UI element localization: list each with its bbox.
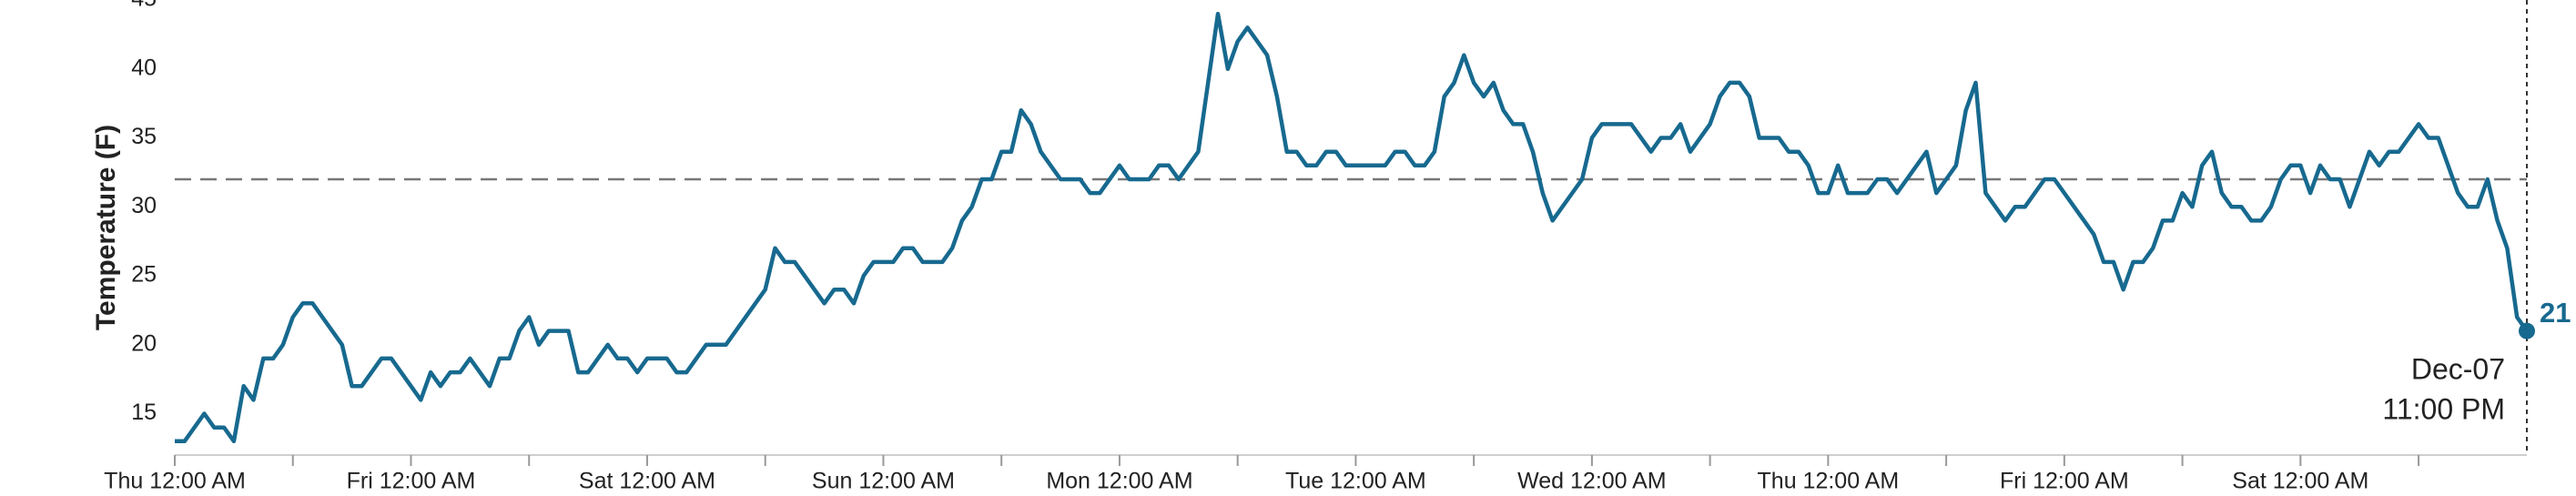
y-tick-label: 45 — [131, 0, 157, 12]
x-tick-label: Thu 12:00 AM — [1758, 469, 1900, 494]
x-tick-label: Fri 12:00 AM — [2000, 469, 2129, 494]
y-axis-title: Temperature (F) — [91, 125, 121, 330]
y-tick-label: 35 — [131, 124, 157, 149]
y-tick-label: 20 — [131, 330, 157, 356]
y-tick-label: 40 — [131, 55, 157, 80]
x-tick-label: Wed 12:00 AM — [1517, 469, 1667, 494]
hover-value: 21 — [2540, 297, 2571, 329]
hover-marker — [2519, 322, 2535, 339]
hover-time: 11:00 PM — [2382, 392, 2505, 425]
temperature-line — [175, 11, 2529, 444]
x-tick-label: Sat 12:00 AM — [2232, 469, 2368, 494]
x-tick-label: Fri 12:00 AM — [347, 469, 476, 494]
x-tick-label: Mon 12:00 AM — [1046, 469, 1192, 494]
x-tick-label: Sat 12:00 AM — [579, 469, 715, 494]
y-tick-label: 25 — [131, 262, 157, 288]
hover-date: Dec-07 — [2411, 352, 2505, 385]
x-tick-label: Thu 12:00 AM — [104, 469, 246, 494]
x-tick-label: Tue 12:00 AM — [1285, 469, 1426, 494]
y-tick-label: 30 — [131, 193, 157, 218]
y-tick-label: 15 — [131, 400, 157, 425]
x-tick-label: Sun 12:00 AM — [812, 469, 955, 494]
